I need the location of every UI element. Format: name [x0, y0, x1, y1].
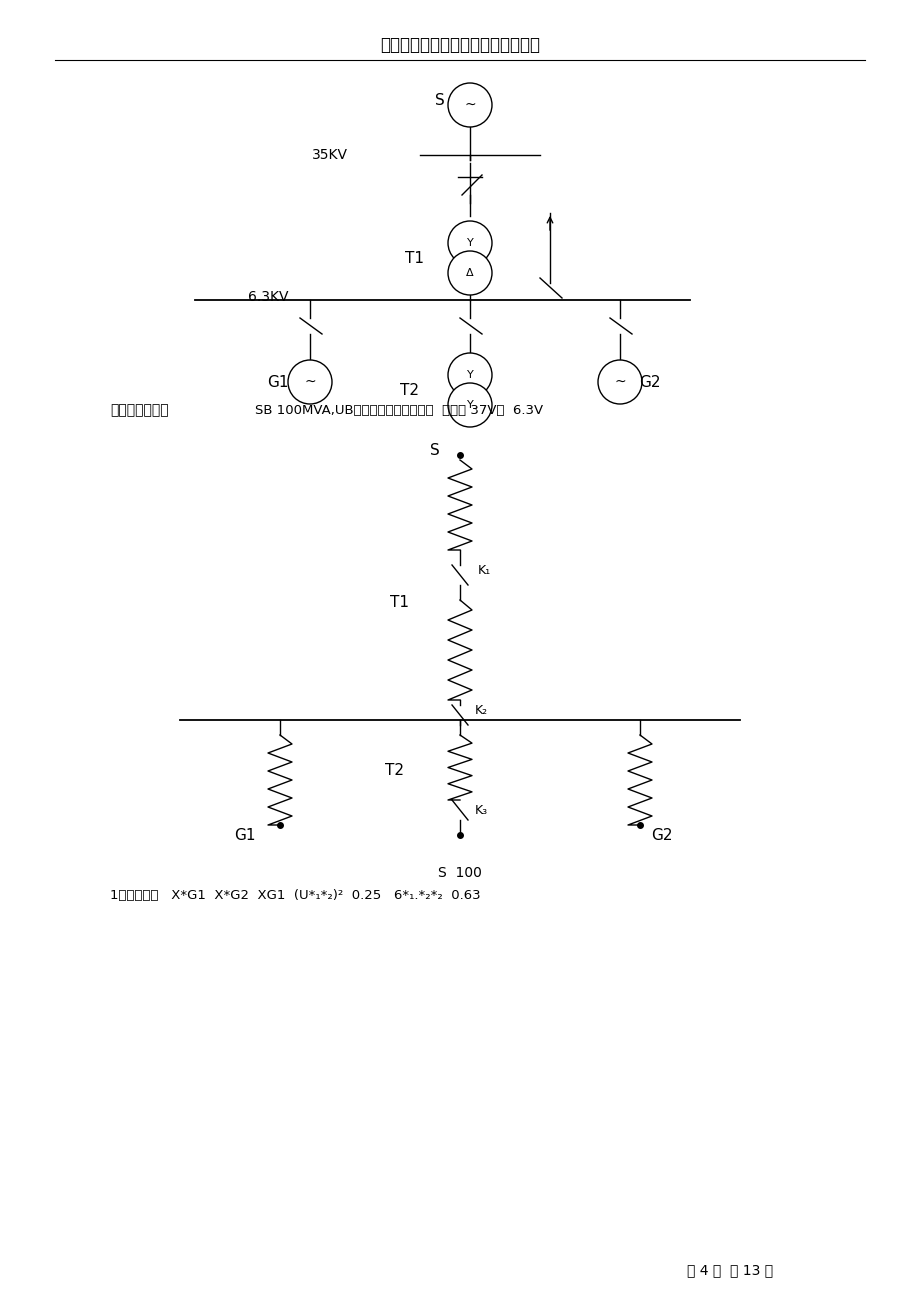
- Text: G1: G1: [234, 827, 255, 843]
- Text: G2: G2: [651, 827, 672, 843]
- Text: 基准值的选取：: 基准值的选取：: [110, 403, 168, 417]
- Text: 6.3KV: 6.3KV: [247, 291, 288, 304]
- Text: S: S: [430, 443, 439, 457]
- Text: K₃: K₃: [474, 804, 488, 817]
- Text: Δ: Δ: [466, 268, 473, 278]
- Text: G2: G2: [639, 374, 660, 390]
- Text: K₂: K₂: [474, 704, 488, 717]
- Circle shape: [448, 251, 492, 294]
- Circle shape: [448, 222, 492, 265]
- Text: 第 4 页  共 13 页: 第 4 页 共 13 页: [686, 1263, 772, 1277]
- Circle shape: [448, 353, 492, 397]
- Circle shape: [448, 83, 492, 126]
- Text: Y: Y: [466, 238, 473, 248]
- Text: T2: T2: [385, 762, 404, 778]
- Text: K₁: K₁: [478, 563, 491, 576]
- Text: ~: ~: [614, 375, 625, 390]
- Circle shape: [288, 360, 332, 404]
- Text: T1: T1: [390, 595, 409, 610]
- Text: T2: T2: [400, 383, 419, 397]
- Text: 1）发电机：   X*G1  X*G2  XG1  (U*₁*₂)²  0.25   6*₁.*₂*₂  0.63: 1）发电机： X*G1 X*G2 XG1 (U*₁*₂)² 0.25 6*₁.*…: [110, 889, 480, 902]
- Text: ~: ~: [304, 375, 315, 390]
- Text: ~: ~: [464, 98, 475, 112]
- Text: T1: T1: [405, 250, 424, 266]
- Text: Y: Y: [466, 400, 473, 410]
- Text: 中北大学电力系统继电保护课程设计: 中北大学电力系统继电保护课程设计: [380, 36, 539, 53]
- Text: S  100: S 100: [437, 866, 482, 880]
- Text: 35KV: 35KV: [312, 149, 347, 162]
- Text: G1: G1: [267, 374, 289, 390]
- Circle shape: [448, 383, 492, 427]
- Text: Y: Y: [466, 370, 473, 380]
- Text: S: S: [435, 93, 445, 108]
- Circle shape: [597, 360, 641, 404]
- Text: SB 100MVA,UB为各级平均额定电压，  分别为 37V和  6.3V: SB 100MVA,UB为各级平均额定电压， 分别为 37V和 6.3V: [255, 404, 542, 417]
